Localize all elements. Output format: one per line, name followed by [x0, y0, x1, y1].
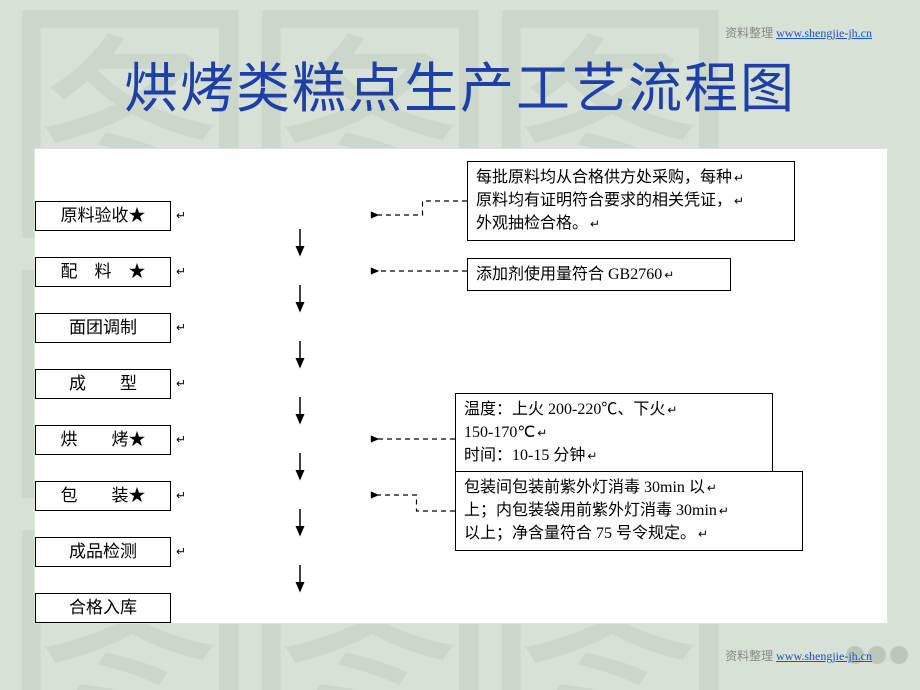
note-line: 包装间包装前紫外灯消毒 30min 以↵: [464, 476, 794, 499]
carriage-return-icon: ↵: [696, 527, 708, 541]
credit-prefix: 资料整理: [725, 26, 773, 40]
note-n4: 包装间包装前紫外灯消毒 30min 以↵上；内包装袋用前紫外灯消毒 30min↵…: [455, 471, 803, 551]
slide-title: 烘烤类糕点生产工艺流程图: [0, 44, 920, 123]
carriage-return-icon: ↵: [585, 449, 597, 463]
carriage-return-icon: ↵: [176, 489, 186, 504]
credit-link[interactable]: www.shengjie-jh.cn: [776, 26, 872, 40]
note-n1: 每批原料均从合格供方处采购，每种↵原料均有证明符合要求的相关凭证，↵外观抽检合格…: [467, 161, 795, 241]
top-credit: 资料整理 www.shengjie-jh.cn: [725, 24, 872, 41]
carriage-return-icon: ↵: [176, 377, 186, 392]
note-n3: 温度：上火 200-220℃、下火↵150-170℃↵时间：10-15 分钟↵: [455, 393, 773, 473]
note-line: 每批原料均从合格供方处采购，每种↵: [476, 166, 786, 189]
carriage-return-icon: ↵: [732, 171, 744, 185]
note-line: 温度：上火 200-220℃、下火↵: [464, 398, 764, 421]
carriage-return-icon: ↵: [588, 217, 600, 231]
note-line: 150-170℃↵: [464, 421, 764, 444]
carriage-return-icon: ↵: [705, 481, 717, 495]
carriage-return-icon: ↵: [662, 268, 674, 282]
flow-step-b3: 面团调制↵: [35, 313, 171, 343]
slide: 图图图 图图图 图图图 资料整理 www.shengjie-jh.cn 烘烤类糕…: [0, 0, 920, 690]
carriage-return-icon: ↵: [176, 433, 186, 448]
flowchart-diagram: 原料验收★↵ 配 料 ★↵ 面团调制↵ 成 型↵ 烘 烤★↵ 包 装★↵ 成品检测↵ 合格入库…: [34, 148, 888, 624]
flow-step-b6: 包 装★↵: [35, 481, 171, 511]
note-line: 时间：10-15 分钟↵: [464, 444, 764, 467]
bottom-credit: 资料整理 www.shengjie-jh.cn: [725, 647, 872, 664]
credit-link[interactable]: www.shengjie-jh.cn: [776, 649, 872, 663]
note-line: 上；内包装袋用前紫外灯消毒 30min↵: [464, 499, 794, 522]
note-n2: 添加剂使用量符合 GB2760↵: [467, 258, 731, 291]
carriage-return-icon: ↵: [176, 209, 186, 224]
flow-step-b2: 配 料 ★↵: [35, 257, 171, 287]
carriage-return-icon: ↵: [665, 403, 677, 417]
note-line: 添加剂使用量符合 GB2760↵: [476, 263, 722, 286]
note-line: 外观抽检合格。↵: [476, 212, 786, 235]
carriage-return-icon: ↵: [176, 265, 186, 280]
flow-step-b8: 合格入库: [35, 593, 171, 623]
flow-step-b4: 成 型↵: [35, 369, 171, 399]
carriage-return-icon: ↵: [176, 321, 186, 336]
carriage-return-icon: ↵: [732, 194, 744, 208]
carriage-return-icon: ↵: [535, 426, 547, 440]
note-line: 原料均有证明符合要求的相关凭证，↵: [476, 189, 786, 212]
flow-step-b1: 原料验收★↵: [35, 201, 171, 231]
carriage-return-icon: ↵: [176, 545, 186, 560]
note-line: 以上；净含量符合 75 号令规定。↵: [464, 522, 794, 545]
credit-prefix: 资料整理: [725, 649, 773, 663]
carriage-return-icon: ↵: [717, 504, 729, 518]
flow-step-b7: 成品检测↵: [35, 537, 171, 567]
flow-step-b5: 烘 烤★↵: [35, 425, 171, 455]
